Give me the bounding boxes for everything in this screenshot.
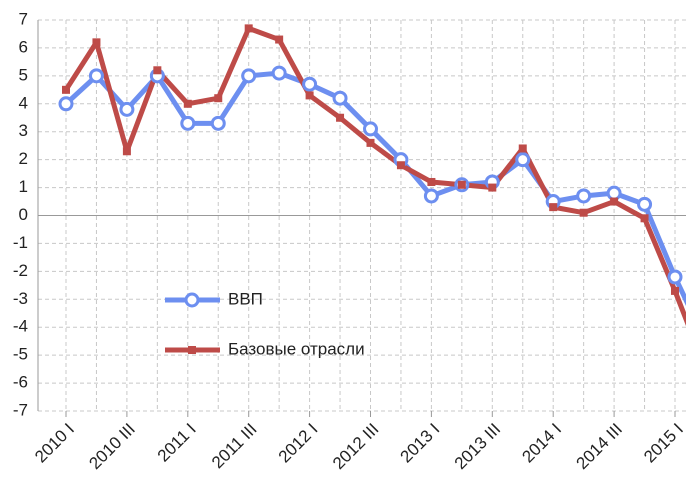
point — [427, 177, 436, 186]
y-tick-label: -7 — [13, 400, 28, 419]
x-tick-label: 2011 I — [154, 420, 200, 466]
point — [488, 183, 497, 192]
point — [671, 286, 679, 295]
point — [62, 85, 70, 94]
x-tick-label: 2013 I — [397, 420, 444, 467]
x-tick-label: 2010 III — [85, 420, 139, 474]
x-tick-label: 2011 III — [208, 420, 261, 473]
y-tick-label: 3 — [19, 121, 28, 140]
point — [579, 208, 588, 217]
point — [58, 96, 74, 112]
y-tick-label: -6 — [13, 373, 28, 392]
point — [214, 94, 223, 103]
point — [363, 121, 378, 137]
point — [457, 180, 466, 189]
point — [302, 76, 318, 92]
point — [88, 68, 104, 84]
x-tick-label: 2014 I — [518, 420, 565, 467]
point — [244, 24, 253, 33]
point — [549, 203, 558, 212]
point — [180, 115, 196, 131]
point — [275, 35, 284, 44]
x-tick-label: 2012 I — [275, 420, 322, 467]
point — [336, 113, 345, 122]
point — [119, 101, 135, 117]
x-tick-label: 2010 I — [31, 420, 78, 467]
point — [153, 66, 162, 75]
point — [518, 144, 527, 153]
point — [610, 197, 619, 206]
point — [332, 90, 348, 106]
y-tick-label: 0 — [19, 205, 28, 224]
point — [305, 91, 314, 100]
y-tick-label: -1 — [13, 233, 28, 252]
point — [183, 99, 192, 108]
y-tick-label: 6 — [19, 37, 28, 56]
point — [640, 214, 649, 223]
y-tick-label: 5 — [19, 65, 28, 84]
legend: ВВП Базовые отрасли — [165, 289, 365, 358]
y-tick-label: 7 — [19, 9, 28, 28]
point — [606, 185, 622, 201]
point — [188, 346, 196, 354]
series-line — [64, 70, 686, 306]
point — [184, 292, 200, 308]
legend-label: ВВП — [228, 289, 263, 308]
point — [667, 269, 683, 285]
x-tick-label: 2013 III — [451, 420, 505, 474]
y-tick-label: 2 — [19, 149, 28, 168]
point — [271, 65, 287, 81]
point — [366, 138, 375, 147]
y-tick-label: -4 — [13, 317, 28, 336]
point — [515, 152, 531, 168]
y-tick-label: 4 — [19, 93, 28, 112]
grid: -7 -6 -5 -4 -3 -2 -1 0 1 2 3 4 5 6 7 2010 I 2010 III 2011… — [13, 9, 686, 473]
y-tick-label: -5 — [13, 345, 28, 364]
point — [210, 115, 226, 131]
point — [637, 196, 653, 212]
series-line — [63, 25, 686, 327]
plot — [58, 24, 686, 327]
point — [396, 161, 405, 170]
y-tick-label: -3 — [13, 289, 28, 308]
y-tick-label: 1 — [19, 177, 28, 196]
point — [92, 38, 101, 47]
point — [122, 147, 131, 156]
y-tick-label: -2 — [13, 261, 28, 280]
point — [241, 68, 257, 84]
legend-label: Базовые отрасли — [228, 339, 365, 358]
point — [423, 188, 439, 204]
x-tick-label: 2014 III — [573, 420, 627, 474]
x-tick-label: 2012 III — [329, 420, 383, 474]
x-tick-label: 2015 I — [640, 420, 686, 467]
point — [576, 188, 592, 204]
